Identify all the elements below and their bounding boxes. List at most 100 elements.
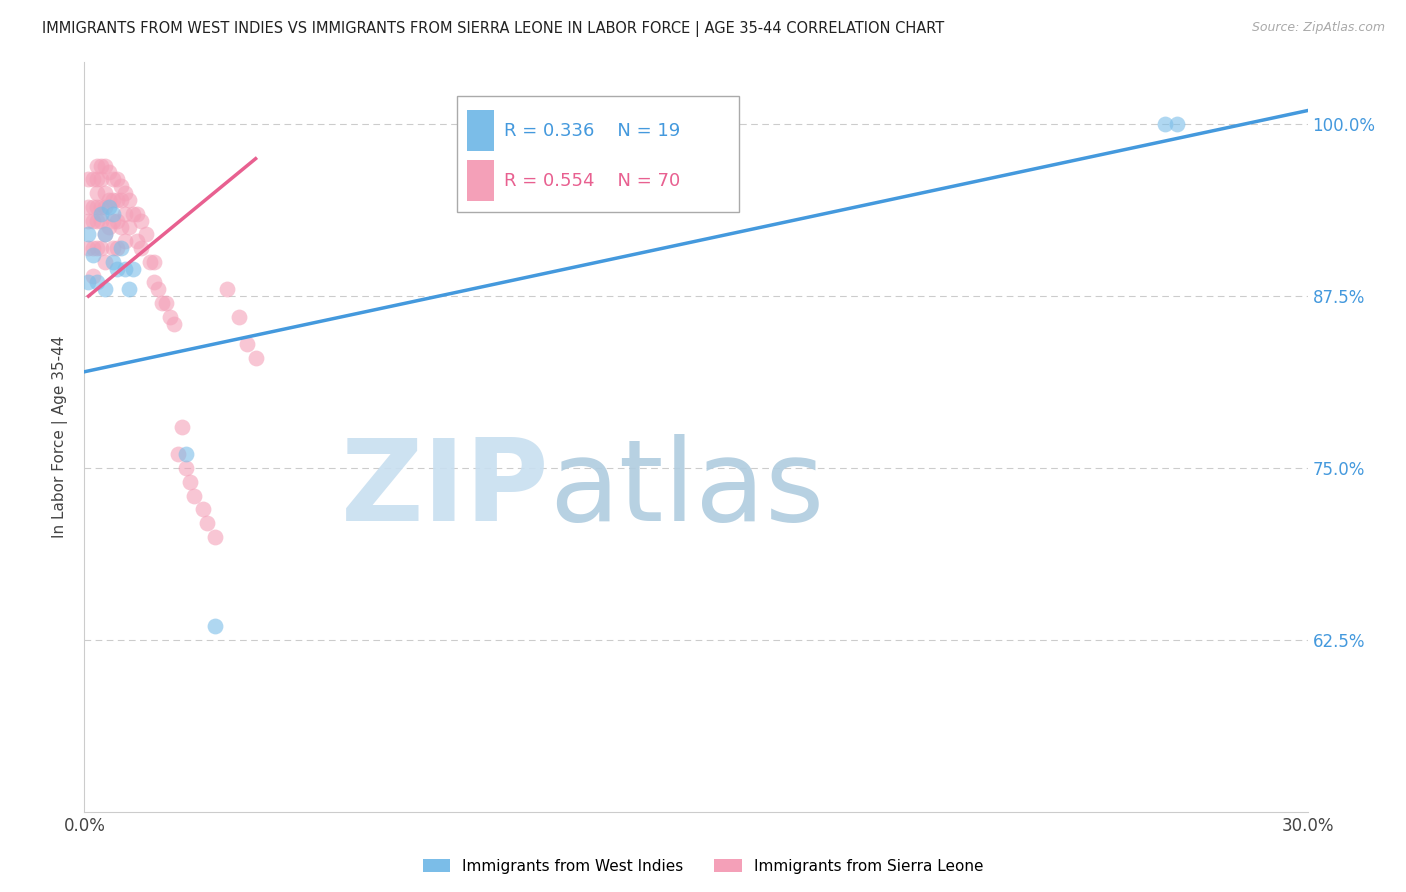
Point: [110, 179, 132, 194]
Point: [110, 241, 132, 255]
Point: [86, 186, 108, 200]
Point: [97, 200, 120, 214]
Point: [101, 213, 124, 227]
FancyBboxPatch shape: [457, 96, 738, 212]
Point: [174, 461, 197, 475]
Point: [86, 213, 108, 227]
Point: [101, 241, 124, 255]
Point: [142, 254, 165, 268]
Point: [82, 248, 104, 262]
Point: [122, 261, 145, 276]
Point: [146, 282, 169, 296]
Point: [118, 193, 141, 207]
Point: [122, 207, 145, 221]
Point: [204, 619, 226, 633]
Point: [93, 282, 115, 296]
Point: [93, 254, 115, 268]
Text: ZIP: ZIP: [340, 434, 550, 545]
Point: [172, 419, 194, 434]
Text: R = 0.554    N = 70: R = 0.554 N = 70: [503, 172, 681, 190]
Point: [86, 276, 108, 290]
Point: [82, 172, 104, 186]
Point: [82, 241, 104, 255]
Text: atlas: atlas: [550, 434, 824, 545]
Point: [77, 200, 100, 214]
Point: [93, 227, 115, 242]
Point: [82, 268, 104, 283]
Point: [174, 447, 197, 461]
Legend: Immigrants from West Indies, Immigrants from Sierra Leone: Immigrants from West Indies, Immigrants …: [416, 853, 990, 880]
Y-axis label: In Labor Force | Age 35-44: In Labor Force | Age 35-44: [52, 336, 69, 538]
Point: [110, 220, 132, 235]
Point: [82, 200, 104, 214]
Point: [114, 234, 136, 248]
Point: [97, 220, 120, 235]
Point: [93, 159, 115, 173]
Point: [110, 193, 132, 207]
Point: [245, 351, 267, 365]
Point: [101, 207, 124, 221]
Point: [159, 310, 181, 324]
Point: [217, 282, 239, 296]
Point: [195, 516, 218, 530]
Point: [101, 193, 124, 207]
Point: [93, 200, 115, 214]
Point: [204, 530, 226, 544]
Point: [90, 207, 112, 221]
Text: Source: ZipAtlas.com: Source: ZipAtlas.com: [1251, 21, 1385, 34]
Point: [127, 234, 149, 248]
Text: IMMIGRANTS FROM WEST INDIES VS IMMIGRANTS FROM SIERRA LEONE IN LABOR FORCE | AGE: IMMIGRANTS FROM WEST INDIES VS IMMIGRANT…: [42, 21, 945, 37]
Point: [135, 227, 157, 242]
Point: [93, 227, 115, 242]
Point: [131, 213, 153, 227]
Point: [93, 186, 115, 200]
Point: [118, 220, 141, 235]
Point: [179, 475, 201, 489]
Point: [191, 502, 214, 516]
Point: [86, 241, 108, 255]
Point: [90, 213, 112, 227]
Text: R = 0.336    N = 19: R = 0.336 N = 19: [503, 122, 681, 140]
Point: [90, 159, 112, 173]
Point: [101, 254, 124, 268]
Point: [77, 276, 100, 290]
Point: [82, 213, 104, 227]
Point: [97, 165, 120, 179]
Point: [105, 213, 128, 227]
Point: [77, 227, 100, 242]
Point: [155, 296, 177, 310]
Point: [1154, 117, 1177, 131]
Point: [86, 159, 108, 173]
Point: [105, 172, 128, 186]
Point: [228, 310, 250, 324]
Point: [127, 207, 149, 221]
Point: [90, 241, 112, 255]
Point: [90, 172, 112, 186]
FancyBboxPatch shape: [467, 160, 494, 201]
Point: [236, 337, 259, 351]
Point: [105, 241, 128, 255]
Point: [163, 317, 186, 331]
Point: [77, 172, 100, 186]
Point: [114, 261, 136, 276]
Point: [77, 241, 100, 255]
Point: [167, 447, 190, 461]
Point: [114, 186, 136, 200]
Point: [97, 193, 120, 207]
Point: [101, 172, 124, 186]
Point: [114, 207, 136, 221]
Point: [86, 200, 108, 214]
Point: [105, 193, 128, 207]
FancyBboxPatch shape: [467, 110, 494, 151]
Point: [142, 276, 165, 290]
Point: [150, 296, 173, 310]
Point: [1166, 117, 1188, 131]
Point: [183, 489, 205, 503]
Point: [86, 172, 108, 186]
Point: [90, 200, 112, 214]
Point: [138, 254, 160, 268]
Point: [105, 261, 128, 276]
Point: [77, 213, 100, 227]
Point: [131, 241, 153, 255]
Point: [118, 282, 141, 296]
